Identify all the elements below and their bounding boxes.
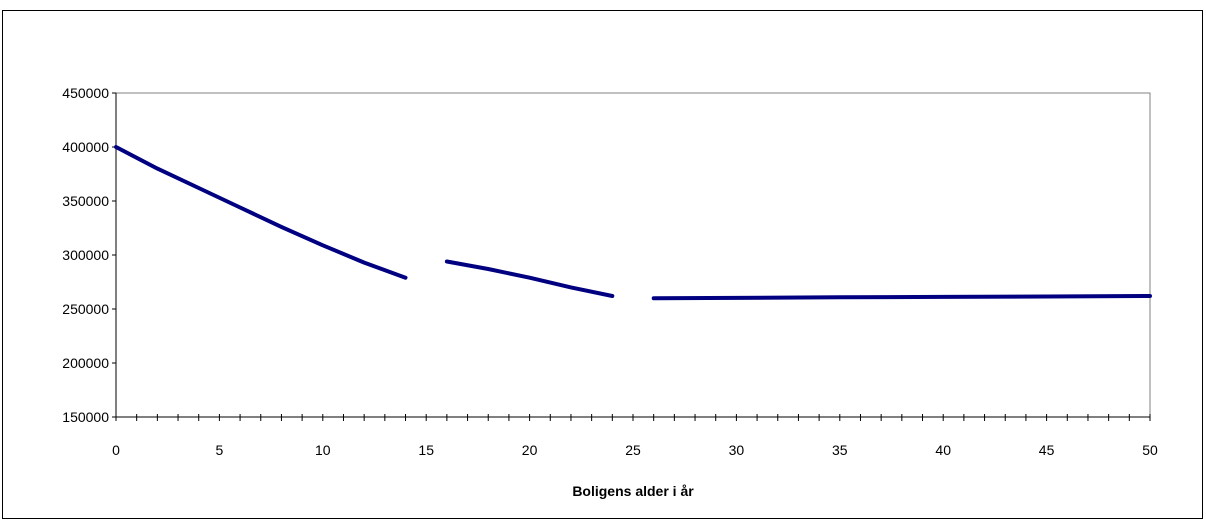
x-tick-label: 25 [625,442,641,458]
series-segment-3 [651,294,1152,301]
y-tick-label: 300000 [62,247,109,263]
y-tick-label: 150000 [62,409,109,425]
x-axis-ticks: 0 5 10 15 20 25 30 35 40 45 50 [112,414,1158,458]
y-axis-ticks: 150000 200000 250000 300000 350000 400000 4500… [62,85,116,425]
x-tick-label: 30 [729,442,745,458]
x-tick-label: 40 [935,442,951,458]
plot-area [115,92,1151,418]
x-tick-label: 50 [1142,442,1158,458]
x-tick-label: 15 [418,442,434,458]
y-tick-label: 400000 [62,139,109,155]
y-tick-label: 250000 [62,301,109,317]
series-segment-2 [444,259,615,298]
y-tick-label: 450000 [62,85,109,101]
y-tick-label: 200000 [62,355,109,371]
x-tick-label: 20 [522,442,538,458]
x-tick-label: 10 [315,442,331,458]
y-tick-label: 350000 [62,193,109,209]
x-tick-label: 35 [832,442,848,458]
series-lines [114,145,1152,301]
x-axis-title: Boligens alder i år [572,483,694,499]
series-segment-1 [114,145,408,280]
x-tick-label: 0 [112,442,120,458]
x-tick-label: 45 [1039,442,1055,458]
x-tick-label: 5 [216,442,224,458]
